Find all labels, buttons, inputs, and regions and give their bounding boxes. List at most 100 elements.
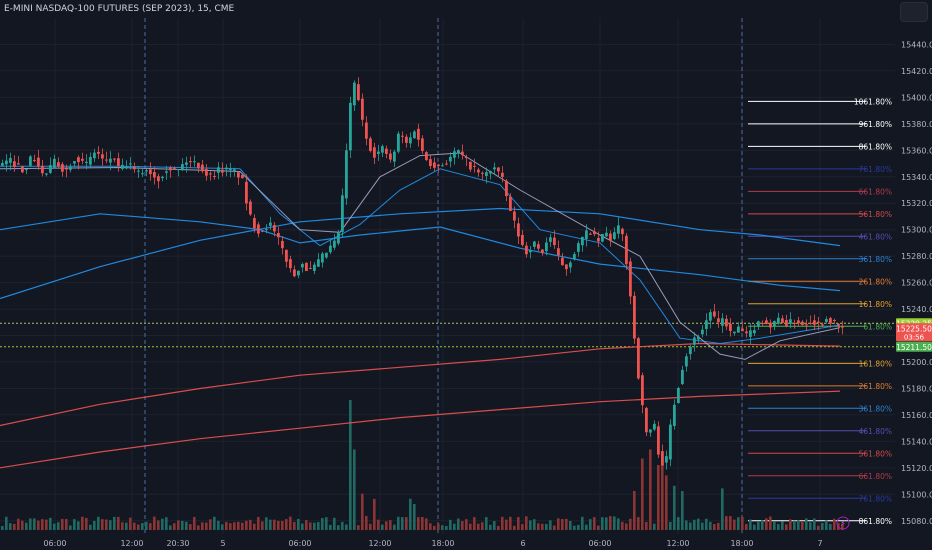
volume-bar — [685, 520, 688, 530]
fib-level-label: 361.80% — [859, 255, 892, 264]
candle-body — [109, 158, 112, 163]
volume-bar — [281, 520, 284, 530]
volume-bar — [41, 519, 44, 530]
candle-body — [357, 84, 360, 101]
price-label-bg — [896, 341, 932, 352]
volume-bar — [113, 516, 116, 530]
candle-body — [449, 156, 452, 162]
candle-body — [225, 167, 228, 170]
candle-body — [677, 388, 680, 404]
candle-body — [625, 235, 628, 265]
candle-body — [505, 180, 508, 197]
volume-bar — [297, 518, 300, 530]
volume-bar — [353, 449, 356, 530]
volume-bar — [377, 519, 380, 530]
volume-bar — [241, 522, 244, 530]
candle-body — [65, 168, 68, 170]
volume-bar — [773, 521, 776, 530]
candle-body — [789, 319, 792, 324]
candle-body — [77, 157, 80, 163]
volume-bar — [309, 522, 312, 530]
volume-bar — [789, 519, 792, 530]
candle-body — [313, 264, 316, 271]
candle-body — [841, 326, 844, 328]
volume-bar — [89, 524, 92, 530]
volume-bar — [261, 521, 264, 530]
volume-bar — [461, 521, 464, 530]
y-tick-label: 15140.00 — [901, 437, 932, 446]
volume-bar — [21, 520, 24, 530]
candle-body — [229, 168, 232, 171]
price-label: 15211.50 — [896, 343, 932, 352]
volume-bar — [801, 520, 804, 530]
volume-bar — [269, 519, 272, 530]
candle-body — [485, 172, 488, 176]
volume-bar — [541, 523, 544, 530]
candle-body — [389, 153, 392, 160]
volume-bar — [469, 523, 472, 530]
candle-body — [537, 244, 540, 249]
volume-bar — [189, 524, 192, 530]
y-tick-label: 15380.00 — [901, 120, 932, 129]
volume-bar — [729, 516, 732, 530]
x-tick-label: 20:30 — [166, 539, 189, 548]
candle-body — [297, 270, 300, 276]
volume-bar — [593, 517, 596, 530]
fib-level-label: 661.80% — [859, 472, 892, 481]
volume-bar — [769, 516, 772, 530]
volume-bar — [293, 522, 296, 530]
candle-body — [17, 163, 20, 165]
x-tick-label: 06:00 — [43, 539, 66, 548]
volume-bar — [109, 520, 112, 530]
candle-body — [341, 195, 344, 232]
volume-bar — [493, 521, 496, 530]
candle-body — [49, 165, 52, 173]
candle-body — [833, 319, 836, 321]
volume-bar — [737, 517, 740, 530]
volume-bar — [713, 524, 716, 530]
candle-body — [777, 317, 780, 324]
candle-body — [585, 230, 588, 239]
candle-body — [545, 242, 548, 252]
candle-body — [401, 135, 404, 137]
candle-body — [353, 82, 356, 106]
volume-bar — [301, 523, 304, 530]
candle-body — [549, 237, 552, 242]
candle-body — [721, 318, 724, 326]
candle-body — [197, 162, 200, 168]
volume-bar — [529, 520, 532, 530]
volume-bar — [237, 521, 240, 530]
volume-bar — [221, 524, 224, 530]
candle-body — [149, 169, 152, 175]
volume-bar — [705, 518, 708, 530]
candle-body — [797, 320, 800, 324]
candle-body — [61, 164, 64, 172]
volume-bar — [621, 521, 624, 530]
candle-body — [445, 163, 448, 165]
candle-body — [165, 171, 168, 173]
volume-bar — [153, 516, 156, 530]
candle-body — [141, 173, 144, 175]
chart-settings-button[interactable] — [900, 2, 928, 22]
volume-bar — [525, 516, 528, 530]
candle-body — [521, 234, 524, 246]
candle-body — [533, 241, 536, 247]
candle-body — [293, 269, 296, 277]
candle-body — [221, 169, 224, 173]
candle-body — [421, 138, 424, 151]
candle-body — [429, 159, 432, 167]
volume-bar — [365, 516, 368, 530]
candle-body — [397, 133, 400, 152]
volume-bar — [681, 491, 684, 530]
volume-bar — [589, 519, 592, 530]
candle-body — [649, 429, 652, 433]
candle-body — [557, 248, 560, 256]
candle-body — [497, 167, 500, 172]
y-tick-label: 15280.00 — [901, 252, 932, 261]
candle-body — [365, 122, 368, 139]
volume-bar — [157, 520, 160, 530]
symbol-name: E-MINI NASDAQ-100 FUTURES (SEP 2023) — [4, 4, 192, 14]
volume-bar — [205, 522, 208, 530]
candle-body — [653, 423, 656, 430]
